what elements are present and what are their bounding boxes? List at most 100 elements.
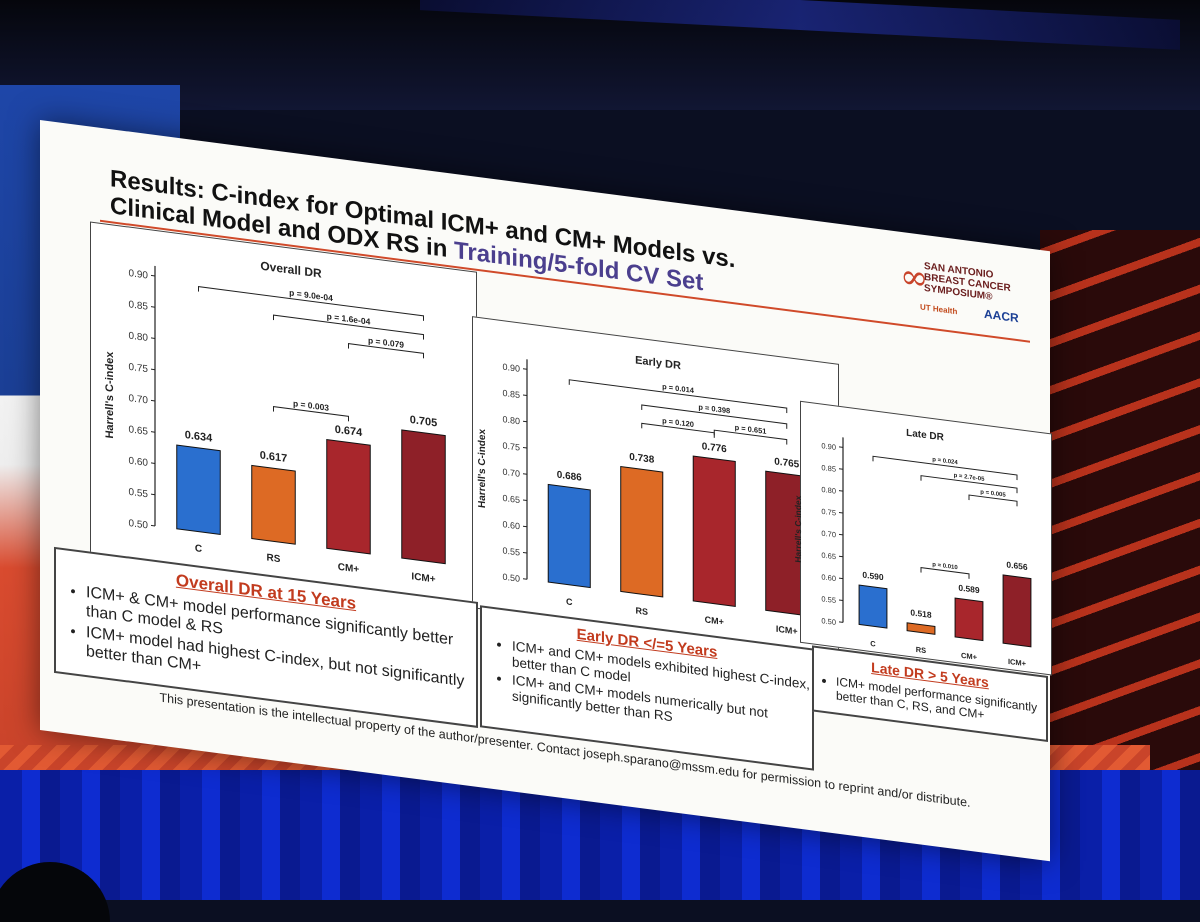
y-tick-mark: [839, 621, 843, 623]
y-tick-label: 0.50: [503, 572, 520, 584]
y-tick-mark: [523, 525, 527, 528]
y-tick-mark: [523, 368, 527, 370]
bar-value-label: 0.589: [958, 582, 979, 595]
bar-value-label: 0.686: [557, 470, 582, 484]
bar-value-label: 0.656: [1006, 559, 1027, 572]
y-tick-label: 0.70: [821, 529, 836, 540]
y-tick-mark: [839, 599, 843, 602]
y-tick-mark: [839, 446, 843, 448]
bar-value-label: 0.634: [185, 429, 213, 445]
y-tick-mark: [523, 447, 527, 449]
chart-title: Early DR: [635, 354, 681, 372]
y-tick-label: 0.55: [129, 487, 149, 501]
y-tick-mark: [523, 499, 527, 502]
y-tick-label: 0.85: [129, 299, 149, 313]
bar-cm-plus: [954, 597, 984, 642]
chart-overall-dr: Overall DR Harrell's C-index 0.50 0.55 0.60 0…: [90, 221, 477, 604]
y-tick-mark: [151, 274, 155, 277]
ut-health-logo: UT Health: [920, 302, 958, 317]
presentation-slide: Results: C-index for Optimal ICM+ and CM…: [40, 120, 1052, 862]
x-category-label: ICM+: [776, 624, 798, 637]
bar-rs: [251, 464, 296, 545]
y-tick-label: 0.80: [821, 485, 836, 496]
y-tick-label: 0.60: [821, 572, 836, 583]
y-tick-label: 0.85: [503, 388, 520, 400]
chart-late-dr: Late DR Harrell's C-index 0.50 0.55 0.60 0.65…: [793, 400, 1052, 676]
x-category-label: CM+: [338, 562, 360, 576]
x-category-label: RS: [636, 605, 648, 617]
aacr-logo: AACR: [984, 306, 1019, 326]
y-tick-mark: [523, 473, 527, 475]
significance-bracket: [641, 404, 788, 429]
y-tick-mark: [839, 511, 843, 514]
significance-bracket: [568, 379, 788, 414]
x-category-label: CM+: [961, 651, 978, 662]
y-tick-label: 0.90: [129, 268, 149, 282]
x-category-label: C: [870, 639, 876, 649]
y-tick-mark: [839, 533, 843, 536]
chart-late-dr-svg: Late DR Harrell's C-index 0.50 0.55 0.60 0.65…: [793, 428, 1032, 668]
p-value-label: p = 9.0e-04: [289, 287, 333, 303]
bar-value-label: 0.765: [774, 456, 799, 470]
y-tick-label: 0.55: [821, 594, 836, 605]
y-tick-label: 0.80: [503, 414, 520, 426]
bar-value-label: 0.617: [260, 449, 287, 465]
x-category-label: CM+: [705, 614, 724, 626]
y-tick-mark: [151, 306, 155, 308]
y-tick-label: 0.70: [129, 393, 149, 407]
p-value-label: p = 2.7e-05: [954, 473, 985, 483]
bar-value-label: 0.738: [629, 452, 654, 466]
p-value-label: p = 0.010: [932, 562, 958, 571]
significance-bracket: [920, 475, 1018, 494]
y-tick-label: 0.80: [129, 331, 149, 345]
y-tick-label: 0.90: [821, 441, 836, 452]
y-tick-label: 0.75: [129, 362, 149, 376]
y-tick-mark: [839, 468, 843, 470]
y-tick-mark: [839, 490, 843, 492]
p-value-label: p = 1.6e-04: [327, 311, 371, 327]
y-tick-label: 0.90: [503, 362, 520, 374]
p-value-label: p = 0.651: [735, 423, 767, 436]
p-value-label: p = 0.120: [662, 416, 694, 429]
logo-text: SAN ANTONIO BREAST CANCER SYMPOSIUM®: [924, 260, 1011, 303]
significance-bracket: [872, 455, 1018, 481]
significance-bracket: [641, 422, 715, 438]
y-tick-label: 0.60: [503, 519, 520, 531]
bar-rs: [906, 622, 936, 635]
y-tick-mark: [151, 431, 155, 433]
p-value-label: p = 0.005: [980, 490, 1006, 499]
x-category-label: C: [195, 543, 202, 555]
y-tick-label: 0.75: [821, 507, 836, 518]
y-tick-label: 0.50: [129, 518, 149, 532]
bar-c: [547, 483, 591, 589]
significance-bracket: [198, 286, 424, 321]
bar-icm-plus: [401, 429, 446, 565]
x-category-label: RS: [916, 645, 926, 655]
y-tick-label: 0.85: [821, 463, 836, 474]
bar-c: [858, 584, 888, 629]
y-tick-mark: [151, 399, 155, 402]
p-value-label: p = 0.014: [662, 382, 695, 395]
y-tick-mark: [523, 394, 527, 397]
y-axis-label: Harrell's C-index: [104, 350, 116, 439]
significance-bracket: [348, 343, 424, 359]
x-category-label: C: [566, 596, 573, 607]
bar-value-label: 0.776: [702, 441, 727, 455]
p-value-label: p = 0.079: [368, 335, 404, 350]
p-value-label: p = 0.003: [293, 398, 329, 413]
bar-cm-plus: [326, 438, 371, 555]
x-category-label: ICM+: [411, 571, 435, 585]
chart-early-dr-svg: Early DR Harrell's C-index 0.50 0.55 0.60 0.6…: [477, 354, 809, 637]
significance-bracket: [968, 494, 1018, 507]
y-tick-mark: [839, 577, 843, 580]
y-tick-label: 0.70: [503, 467, 520, 479]
bar-value-label: 0.518: [910, 607, 931, 620]
p-value-label: p = 0.398: [698, 402, 730, 415]
y-tick-mark: [151, 337, 155, 339]
stage-backdrop-right: [1040, 230, 1200, 830]
y-tick-label: 0.60: [129, 456, 149, 470]
significance-bracket: [920, 567, 970, 579]
x-category-label: ICM+: [1008, 657, 1027, 668]
y-tick-label: 0.75: [503, 440, 520, 452]
y-tick-mark: [151, 368, 155, 371]
